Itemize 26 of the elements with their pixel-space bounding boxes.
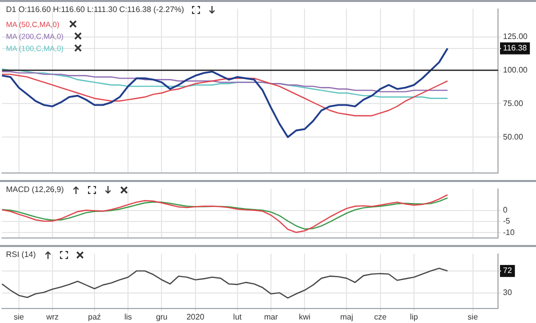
x-tick-label: paź [88, 312, 101, 322]
y-tick-label: -5 [503, 216, 511, 226]
y-tick-label: -10 [503, 228, 516, 237]
x-tick-label: cze [374, 312, 388, 322]
x-tick-label: kwi [298, 312, 311, 322]
x-tick-label: gru [156, 312, 168, 322]
x-tick-label: lis [124, 312, 132, 322]
y-tick-label: 100.00 [503, 65, 528, 74]
x-tick-label: maj [340, 312, 354, 322]
chart-title: MACD (12,26,9) [6, 185, 64, 194]
y-tick-label: 30 [503, 288, 512, 298]
y-tick-label: 75.00 [503, 98, 524, 108]
x-tick-label: lip [410, 312, 418, 322]
x-tick-label: 2020 [186, 312, 205, 322]
chart-title: RSI (14) [6, 250, 36, 259]
x-tick-label: lut [233, 312, 242, 322]
y-tick-label: 116.38 [503, 44, 528, 53]
chart-title: D1 O:116.60 H:116.60 L:111.30 C:116.38 (-2.27%) [6, 5, 184, 14]
x-tick-label: wrz [45, 312, 59, 322]
y-tick-label: 125.00 [503, 32, 528, 42]
y-tick-label: 0 [503, 205, 508, 214]
y-tick-label: 72 [503, 266, 512, 276]
x-tick-label: sie [468, 312, 478, 322]
x-tick-label: mar [264, 312, 278, 322]
y-tick-label: 50.00 [503, 132, 524, 142]
x-tick-label: sie [14, 312, 24, 322]
